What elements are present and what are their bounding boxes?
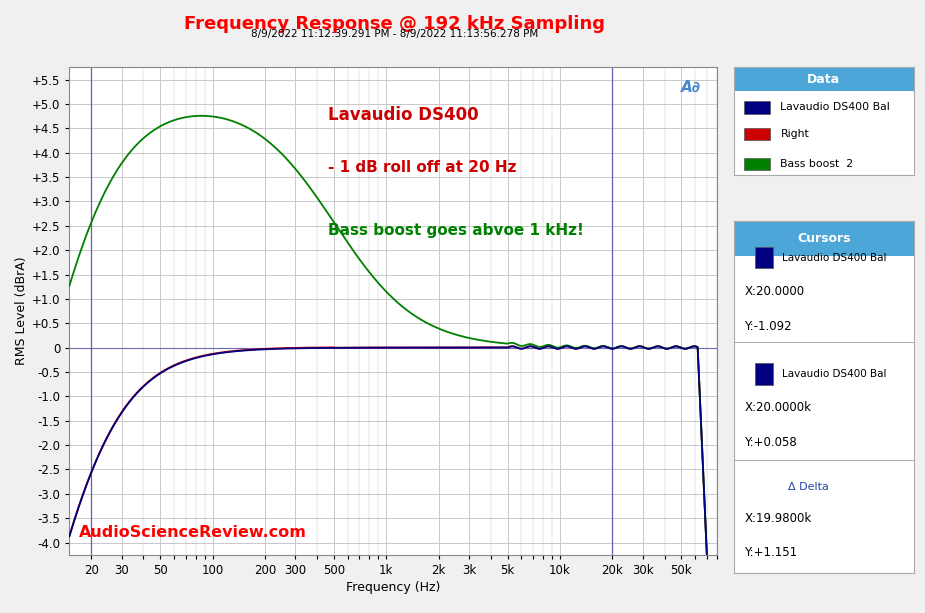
Text: - 1 dB roll off at 20 Hz: - 1 dB roll off at 20 Hz xyxy=(328,160,517,175)
Text: X:20.0000: X:20.0000 xyxy=(745,284,805,298)
Text: Δ Delta: Δ Delta xyxy=(788,482,829,492)
Text: 8/9/2022 11:12:39.291 PM - 8/9/2022 11:13:56.278 PM: 8/9/2022 11:12:39.291 PM - 8/9/2022 11:1… xyxy=(252,29,538,39)
Bar xyxy=(755,364,773,384)
Text: Y:+1.151: Y:+1.151 xyxy=(745,546,797,558)
Text: Lavaudio DS400 Bal: Lavaudio DS400 Bal xyxy=(783,253,887,263)
Bar xyxy=(755,247,773,268)
Text: Right: Right xyxy=(781,129,809,139)
Text: Data: Data xyxy=(808,73,840,86)
Text: X:20.0000k: X:20.0000k xyxy=(745,401,811,414)
Text: AudioScienceReview.com: AudioScienceReview.com xyxy=(80,525,307,540)
Text: A∂: A∂ xyxy=(681,80,700,94)
Text: Cursors: Cursors xyxy=(797,232,850,245)
Text: Lavaudio DS400 Bal: Lavaudio DS400 Bal xyxy=(781,102,890,112)
Text: Lavaudio DS400 Bal: Lavaudio DS400 Bal xyxy=(783,369,887,379)
Bar xyxy=(734,221,914,256)
Text: Bass boost  2: Bass boost 2 xyxy=(781,159,854,169)
Text: Lavaudio DS400: Lavaudio DS400 xyxy=(328,107,479,124)
Text: Frequency Response @ 192 kHz Sampling: Frequency Response @ 192 kHz Sampling xyxy=(184,15,606,33)
Bar xyxy=(745,128,770,140)
Bar xyxy=(745,101,770,113)
Text: Bass boost goes abvoe 1 kHz!: Bass boost goes abvoe 1 kHz! xyxy=(328,223,585,238)
X-axis label: Frequency (Hz): Frequency (Hz) xyxy=(346,581,440,594)
Text: Y:+0.058: Y:+0.058 xyxy=(745,436,797,449)
Bar xyxy=(734,67,914,91)
Bar xyxy=(745,158,770,170)
Text: X:19.9800k: X:19.9800k xyxy=(745,512,811,525)
Y-axis label: RMS Level (dBrA): RMS Level (dBrA) xyxy=(15,257,28,365)
Text: Y:-1.092: Y:-1.092 xyxy=(745,320,792,333)
